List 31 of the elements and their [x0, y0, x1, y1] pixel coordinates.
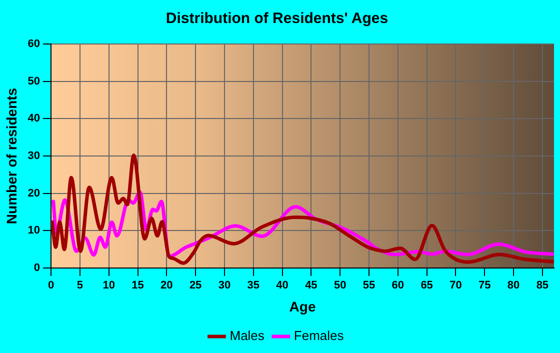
x-tick-label: 40 [276, 280, 288, 292]
legend-label: Males [230, 328, 265, 344]
y-tick-label: 60 [28, 38, 40, 50]
x-tick-label: 0 [48, 280, 54, 292]
chart-title: Distribution of Residents' Ages [166, 10, 388, 28]
x-tick-label: 85 [536, 280, 549, 292]
x-tick-label: 35 [247, 280, 260, 292]
x-axis-title: Age [289, 298, 316, 314]
x-tick-label: 70 [450, 280, 462, 292]
y-tick-label: 20 [28, 187, 40, 200]
x-tick-label: 80 [507, 280, 520, 292]
x-tick-label: 5 [76, 280, 84, 292]
x-tick-label: 50 [334, 280, 346, 292]
x-tick-label: 45 [305, 280, 318, 292]
y-tick-label: 50 [28, 75, 40, 88]
x-tick-label: 25 [189, 280, 202, 292]
x-tick-label: 30 [218, 280, 231, 292]
x-tick-label: 20 [160, 280, 173, 292]
y-tick-label: 0 [34, 262, 40, 274]
x-tick-label: 65 [420, 280, 433, 292]
y-tick-label: 40 [28, 112, 40, 125]
legend-label: Females [294, 328, 344, 344]
x-tick-label: 60 [392, 280, 404, 292]
x-tick-label: 55 [362, 280, 376, 292]
y-axis-title: Number of residents [3, 88, 20, 224]
line-series [51, 154, 554, 265]
y-tick-label: 30 [28, 150, 40, 162]
y-tick-label: 10 [28, 224, 40, 237]
x-tick-label: 10 [102, 280, 115, 292]
x-tick-label: 75 [478, 280, 491, 292]
x-tick-label: 15 [132, 280, 144, 292]
